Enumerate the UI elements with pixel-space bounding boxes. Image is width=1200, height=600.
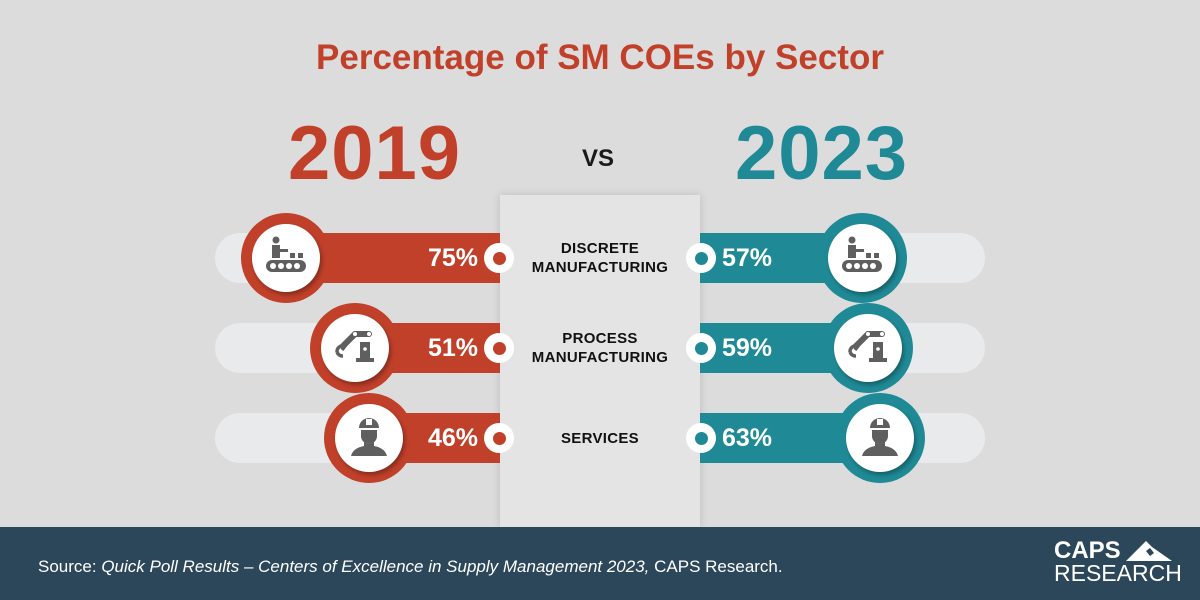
value-label-2023: 63%: [722, 424, 773, 452]
footer: Source: Quick Poll Results – Centers of …: [0, 527, 1200, 600]
category-label: DISCRETE MANUFACTURING: [500, 239, 700, 277]
chart-title: Percentage of SM COEs by Sector: [316, 38, 884, 77]
hardhat-worker-icon: [858, 414, 902, 463]
vs-label: VS: [582, 145, 615, 172]
value-label-2023: 57%: [722, 244, 773, 272]
category-label: SERVICES: [500, 429, 700, 448]
value-label-2019: 75%: [427, 244, 478, 272]
year-2019: 2019: [288, 111, 462, 196]
year-2023: 2023: [735, 111, 909, 196]
robot-arm-icon: [333, 326, 377, 371]
hardhat-worker-icon: [347, 414, 391, 463]
value-label-2019: 51%: [427, 334, 478, 362]
source-title: Quick Poll Results – Centers of Excellen…: [101, 557, 650, 576]
icon-bubble-2019: [241, 213, 332, 303]
icon-bubble-2019: [309, 303, 400, 393]
value-label-2023: 59%: [722, 334, 773, 362]
source-text: Source: Quick Poll Results – Centers of …: [38, 557, 783, 577]
source-suffix: CAPS Research.: [649, 557, 783, 576]
category-label-line: SERVICES: [561, 429, 639, 447]
icon-bubble-2023: [834, 393, 925, 483]
robot-arm-icon: [846, 326, 890, 371]
marker-2023: [686, 243, 716, 273]
conveyor-worker-icon: [840, 236, 884, 281]
center-column: [500, 195, 700, 527]
icon-bubble-2023: [817, 213, 908, 303]
marker-2023: [686, 333, 716, 363]
category-label-line: PROCESS: [562, 330, 638, 347]
category-label-line: DISCRETE: [560, 240, 640, 257]
marker-2019: [484, 333, 514, 363]
mountain-icon: [1126, 541, 1172, 561]
marker-2019: [484, 423, 514, 453]
icon-bubble-2023: [823, 303, 914, 393]
marker-2019: [484, 243, 514, 273]
marker-2023: [686, 423, 716, 453]
conveyor-worker-icon: [264, 236, 308, 281]
category-label-line: MANUFACTURING: [531, 349, 669, 366]
category-label: PROCESS MANUFACTURING: [500, 329, 700, 367]
source-prefix: Source:: [38, 557, 102, 576]
icon-bubble-2019: [323, 393, 414, 483]
logo-caps: CAPS: [1054, 537, 1121, 564]
caps-research-logo: CAPS RESEARCH: [1054, 537, 1182, 589]
category-label-line: MANUFACTURING: [531, 259, 669, 276]
value-label-2019: 46%: [427, 424, 478, 452]
logo-research: RESEARCH: [1054, 560, 1182, 586]
